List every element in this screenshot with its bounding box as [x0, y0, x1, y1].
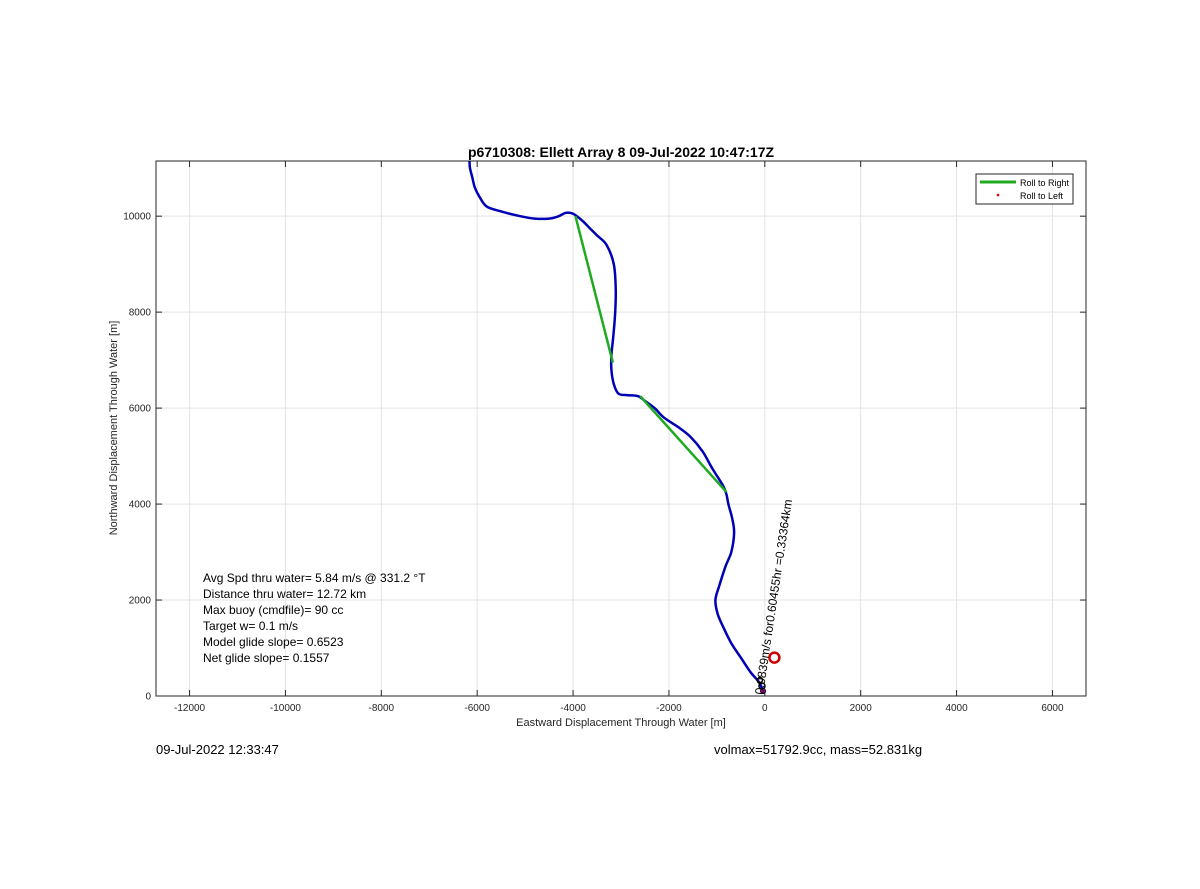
y-tick-label: 6000 — [129, 404, 152, 415]
stats-line: Avg Spd thru water= 5.84 m/s @ 331.2 °T — [203, 571, 426, 585]
stats-annotation: Avg Spd thru water= 5.84 m/s @ 331.2 °T D… — [203, 571, 426, 665]
x-tick-label: -12000 — [174, 703, 206, 714]
y-tick-label: 8000 — [129, 308, 152, 319]
stats-line: Target w= 0.1 m/s — [203, 619, 298, 633]
start-marker — [756, 676, 764, 684]
y-tick-labels: 0 2000 4000 6000 8000 10000 — [123, 212, 151, 703]
x-tick-label: -8000 — [369, 703, 395, 714]
x-tick-label: 0 — [762, 703, 768, 714]
x-axis-label: Eastward Displacement Through Water [m] — [516, 717, 726, 729]
stats-line: Max buoy (cmdfile)= 90 cc — [203, 603, 343, 617]
y-tick-label: 2000 — [129, 596, 152, 607]
start-marker — [760, 688, 766, 694]
stats-line: Distance thru water= 12.72 km — [203, 587, 366, 601]
plot-content — [468, 161, 781, 695]
legend: Roll to Right Roll to Left — [975, 173, 1074, 205]
glider-track-line — [468, 161, 766, 695]
y-axis-label: Northward Displacement Through Water [m] — [108, 321, 120, 536]
axis-ticks — [156, 161, 1086, 697]
chart-title: p6710308: Ellett Array 8 09-Jul-2022 10:… — [468, 144, 775, 160]
footer-timestamp: 09-Jul-2022 12:33:47 — [156, 742, 279, 757]
x-tick-label: 4000 — [945, 703, 968, 714]
plot-area-frame — [155, 160, 1087, 697]
x-tick-label: 6000 — [1041, 703, 1064, 714]
start-markers — [756, 676, 766, 694]
legend-label-roll-left: Roll to Left — [1020, 191, 1064, 201]
stats-line: Net glide slope= 0.1557 — [203, 651, 330, 665]
legend-label-roll-right: Roll to Right — [1020, 178, 1070, 188]
footer-volume-mass: volmax=51792.9cc, mass=52.831kg — [714, 742, 923, 757]
x-tick-labels: -12000 -10000 -8000 -6000 -4000 -2000 0 2000 400… — [174, 703, 1064, 714]
y-tick-label: 4000 — [129, 500, 152, 511]
roll-right-segment — [574, 215, 615, 363]
current-vector-label: 0.0839m/s for0.60455hr =0.33364km — [752, 498, 795, 695]
roll-right-segments — [574, 215, 728, 493]
x-tick-label: -10000 — [270, 703, 302, 714]
end-position-marker — [768, 651, 781, 664]
x-tick-label: -2000 — [656, 703, 682, 714]
legend-box — [975, 173, 1074, 205]
y-tick-label: 0 — [145, 692, 151, 703]
x-tick-label: -6000 — [464, 703, 490, 714]
y-tick-label: 10000 — [123, 212, 151, 223]
x-tick-label: -4000 — [560, 703, 586, 714]
roll-right-segment — [639, 395, 728, 493]
x-tick-label: 2000 — [850, 703, 873, 714]
legend-swatch-roll-left — [996, 193, 1000, 197]
stats-line: Model glide slope= 0.6523 — [203, 635, 344, 649]
